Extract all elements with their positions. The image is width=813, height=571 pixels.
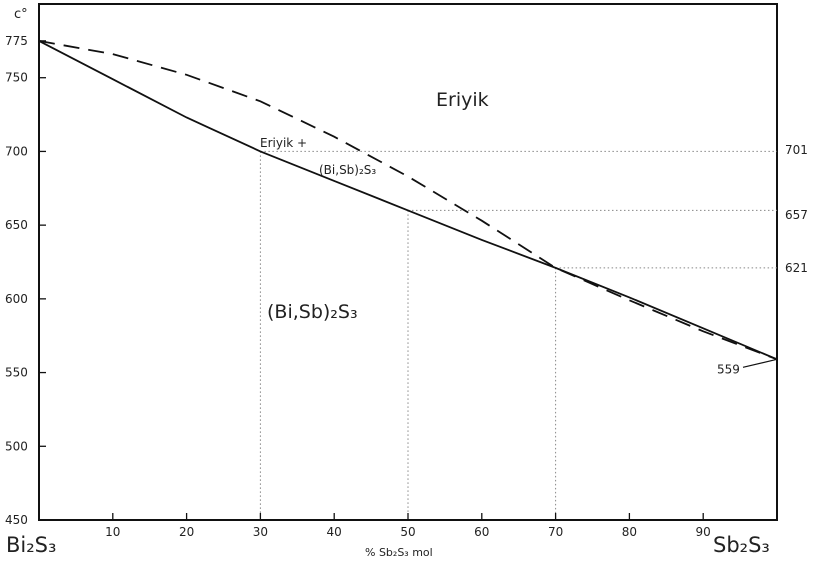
region-label-two-phase-line1: Eriyik + <box>260 136 307 150</box>
x-tick-label: 80 <box>622 525 637 539</box>
x-tick-label: 50 <box>400 525 415 539</box>
x-axis-label: % Sb₂S₃ mol <box>365 546 433 559</box>
region-label-solid: (Bi,Sb)₂S₃ <box>267 301 358 323</box>
x-tick-label: 40 <box>327 525 342 539</box>
x-tick-label: 70 <box>548 525 563 539</box>
y-tick-label: 750 <box>5 71 28 85</box>
y-tick-label: 550 <box>5 366 28 380</box>
y-axis-ticks: 450 500 550 600 650 700 750 775 <box>5 34 46 527</box>
region-label-two-phase-line2: (Bi,Sb)₂S₃ <box>319 163 376 177</box>
x-tick-label: 10 <box>105 525 120 539</box>
solidus-solid-line <box>38 40 778 361</box>
endpoint-left-label: Bi₂S₃ <box>6 533 56 557</box>
endpoint-right-label: Sb₂S₃ <box>713 533 770 557</box>
x-tick-label: 90 <box>696 525 711 539</box>
y-tick-label: 450 <box>5 513 28 527</box>
x-tick-label: 20 <box>179 525 194 539</box>
liquidus-dashed-line <box>38 40 778 361</box>
y-unit-label: c° <box>14 7 28 22</box>
right-value-label: 621 <box>785 261 808 275</box>
x-axis-ticks: 10 20 30 40 50 60 70 80 90 <box>105 513 711 539</box>
series-group <box>38 40 778 361</box>
y-tick-label: 600 <box>5 292 28 306</box>
x-tick-label: 30 <box>253 525 268 539</box>
point-559-pointer <box>742 358 778 368</box>
y-tick-label: 775 <box>5 34 28 48</box>
y-tick-label: 650 <box>5 218 28 232</box>
right-value-label: 657 <box>785 208 808 222</box>
right-value-labels: 701 657 621 <box>785 143 808 275</box>
right-value-label: 701 <box>785 143 808 157</box>
region-label-liquid: Eriyik <box>436 89 489 111</box>
y-tick-label: 500 <box>5 439 28 453</box>
reference-lines <box>259 150 777 520</box>
x-tick-label: 60 <box>474 525 489 539</box>
y-tick-label: 700 <box>5 144 28 158</box>
point-559-label: 559 <box>717 362 740 376</box>
